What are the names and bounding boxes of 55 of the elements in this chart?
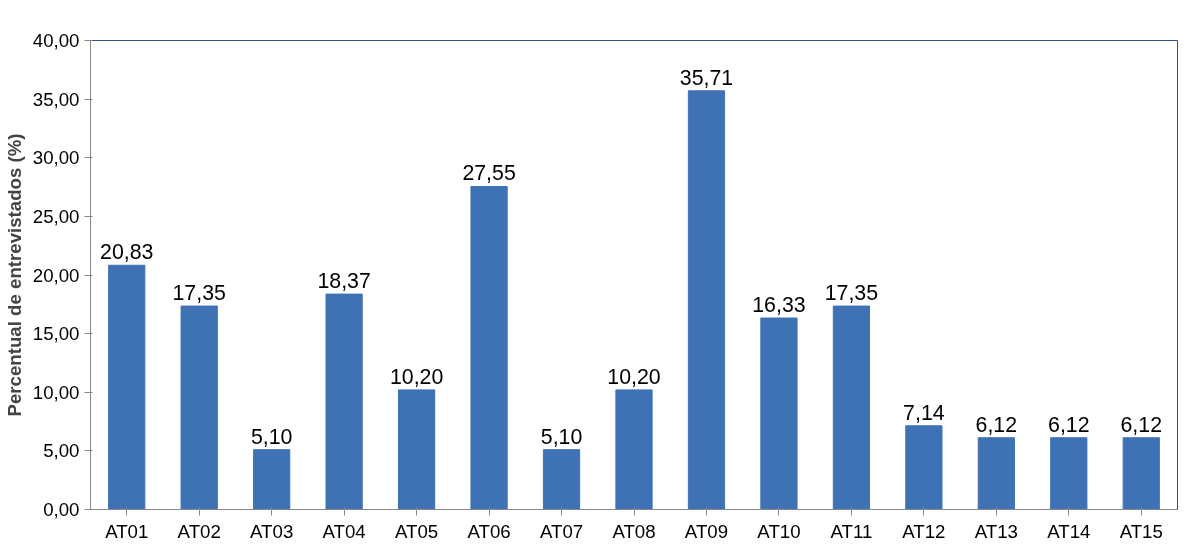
bar xyxy=(977,437,1015,510)
y-tick-label: 40,00 xyxy=(32,30,80,51)
bar xyxy=(180,305,218,510)
bar xyxy=(905,425,943,510)
x-tick-label: AT04 xyxy=(322,520,366,542)
y-tick-label: 20,00 xyxy=(32,264,80,286)
y-tick-label: 25,00 xyxy=(32,205,80,227)
bar xyxy=(470,185,508,510)
x-tick-label: AT14 xyxy=(1047,520,1091,542)
data-label: 5,10 xyxy=(250,424,293,449)
x-tick-label: AT05 xyxy=(395,520,439,542)
data-label: 35,71 xyxy=(679,65,734,90)
bar xyxy=(542,449,581,510)
data-label: 6,12 xyxy=(1120,412,1163,437)
y-axis-title: Percentual de entrevistados (%) xyxy=(3,133,25,417)
data-label: 16,33 xyxy=(752,293,806,318)
data-label: 7,14 xyxy=(903,400,945,425)
x-tick-label: AT15 xyxy=(1119,520,1163,542)
bar xyxy=(325,293,363,510)
x-tick-label: AT07 xyxy=(539,520,584,542)
bar xyxy=(760,317,798,510)
y-tick-label: 10,00 xyxy=(32,381,80,403)
data-label: 10,20 xyxy=(389,364,444,389)
y-tick-label: 0,00 xyxy=(43,499,80,520)
y-tick-label: 35,00 xyxy=(32,88,80,110)
bar xyxy=(1050,437,1088,510)
x-tick-label: AT08 xyxy=(612,520,656,542)
bar xyxy=(397,389,436,510)
x-tick-label: AT06 xyxy=(467,520,511,542)
data-label: 6,12 xyxy=(1048,412,1090,437)
x-tick-label: AT02 xyxy=(177,520,221,542)
bar xyxy=(253,449,291,510)
data-label: 17,35 xyxy=(824,281,879,306)
x-tick-label: AT10 xyxy=(757,520,801,542)
bar xyxy=(832,305,871,510)
data-label: 18,37 xyxy=(317,269,371,294)
x-tick-label: AT01 xyxy=(105,520,149,542)
data-label: 10,20 xyxy=(607,364,661,389)
data-label: 5,10 xyxy=(540,424,583,449)
bar xyxy=(1122,437,1160,510)
data-label: 6,12 xyxy=(975,412,1018,437)
x-tick-label: AT09 xyxy=(684,520,729,542)
bar xyxy=(687,90,726,510)
x-tick-label: AT13 xyxy=(974,520,1018,542)
y-tick-label: 30,00 xyxy=(32,147,80,169)
bar xyxy=(108,264,146,510)
data-label: 27,55 xyxy=(462,161,516,186)
y-tick-label: 5,00 xyxy=(43,440,80,462)
bar xyxy=(615,389,653,510)
data-label: 20,83 xyxy=(100,240,154,265)
data-label: 17,35 xyxy=(172,281,226,306)
x-tick-label: AT11 xyxy=(830,520,873,542)
x-tick-label: AT12 xyxy=(902,520,946,542)
y-tick-label: 15,00 xyxy=(32,323,80,345)
x-tick-label: AT03 xyxy=(250,520,294,542)
